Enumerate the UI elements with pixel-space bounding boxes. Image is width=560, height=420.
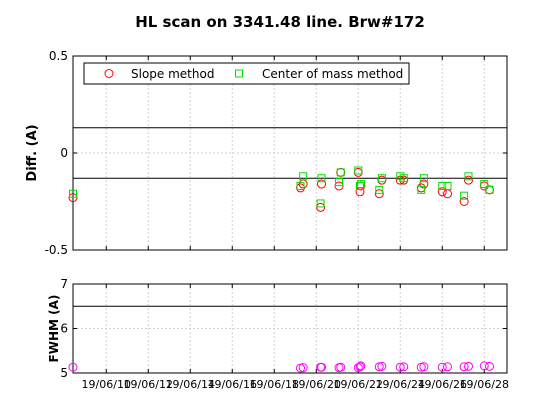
data-point-circle xyxy=(355,362,365,372)
data-point-circle xyxy=(437,187,447,197)
y-axis-label: FWHM (A) xyxy=(47,295,61,363)
x-tick-label: 19/06/22 xyxy=(334,378,383,391)
data-point-square xyxy=(377,174,386,183)
data-point-square xyxy=(419,174,428,183)
data-point-square xyxy=(316,199,325,208)
plot-frame xyxy=(72,283,508,374)
x-tick-label: 19/06/14 xyxy=(166,378,215,391)
data-point-square xyxy=(443,181,452,190)
data-point-square xyxy=(354,166,363,175)
legend: Slope method Center of mass method xyxy=(83,62,410,85)
y-tick-label: 6 xyxy=(60,322,68,336)
data-point-square xyxy=(464,172,473,181)
data-point-square xyxy=(375,185,384,194)
legend-label: Slope method xyxy=(131,67,214,81)
x-tick-label: 19/06/26 xyxy=(418,378,467,391)
legend-marker-square xyxy=(235,69,243,78)
data-point-circle xyxy=(356,361,366,371)
data-point-square xyxy=(460,191,469,200)
data-point-circle xyxy=(298,363,308,373)
chart-title: HL scan on 3341.48 line. Brw#172 xyxy=(135,13,425,31)
y-tick-label: 0.5 xyxy=(49,49,68,63)
data-point-square xyxy=(296,181,305,190)
data-point-circle xyxy=(377,361,387,371)
y-tick-label: 5 xyxy=(60,366,68,380)
x-tick-label: 19/06/10 xyxy=(82,378,131,391)
data-point-square xyxy=(299,172,308,181)
y-tick-label: -0.5 xyxy=(45,243,68,257)
legend-marker-circle xyxy=(104,69,114,78)
data-point-circle xyxy=(479,361,489,371)
data-point-circle xyxy=(336,362,346,372)
top-panel: 0.5 0 -0.5 Diff. (A) Slope method Center of m… xyxy=(25,49,508,257)
y-axis-label: Diff. (A) xyxy=(25,124,40,181)
x-tick-label: 19/06/16 xyxy=(208,378,257,391)
x-tick-label: 19/06/24 xyxy=(376,378,425,391)
x-tick-label: 19/06/20 xyxy=(292,378,341,391)
data-point-square xyxy=(480,180,489,189)
data-point-circle xyxy=(464,361,473,371)
data-point-square xyxy=(417,185,426,194)
data-point-square xyxy=(336,168,345,177)
x-tick-label: 19/06/28 xyxy=(460,378,509,391)
data-point-square xyxy=(356,180,365,189)
data-point-circle xyxy=(399,362,409,372)
data-point-circle xyxy=(459,197,469,206)
data-point-circle xyxy=(485,361,494,371)
data-point-circle xyxy=(419,179,429,189)
legend-box xyxy=(83,62,410,85)
bottom-panel: 19/06/1019/06/1219/06/1419/06/1619/06/18… xyxy=(47,277,509,391)
x-tick-label: 19/06/12 xyxy=(124,378,173,391)
data-point-circle xyxy=(395,362,405,372)
data-point-square xyxy=(69,189,77,198)
data-point-circle xyxy=(459,362,469,372)
y-tick-label: 0 xyxy=(60,146,68,160)
data-point-circle xyxy=(317,179,326,189)
data-point-square xyxy=(485,185,494,194)
data-point-circle xyxy=(317,362,326,372)
data-point-square xyxy=(356,181,364,190)
legend-label: Center of mass method xyxy=(262,67,403,81)
data-point-square xyxy=(438,181,447,190)
data-point-square xyxy=(317,174,326,183)
data-point-circle xyxy=(443,362,452,372)
data-point-circle xyxy=(419,362,429,372)
data-point-circle xyxy=(437,362,447,372)
plot-frame xyxy=(72,55,508,251)
data-point-circle xyxy=(68,362,78,372)
data-point-square xyxy=(335,178,343,187)
data-point-square xyxy=(399,174,408,183)
x-tick-label: 19/06/18 xyxy=(250,378,299,391)
y-tick-label: 7 xyxy=(60,277,68,291)
data-point-circle xyxy=(353,363,363,373)
